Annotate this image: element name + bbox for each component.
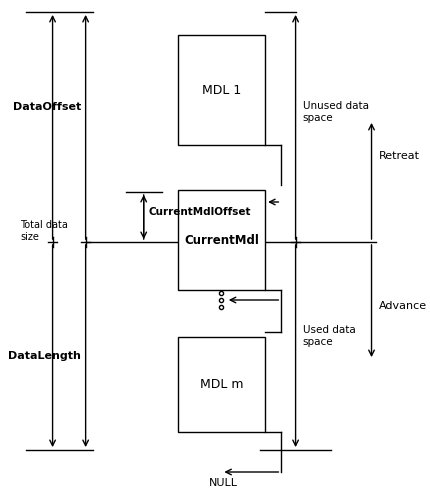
Text: DataOffset: DataOffset	[13, 102, 81, 112]
Text: Total data
size: Total data size	[20, 220, 68, 242]
Bar	[178, 35, 265, 145]
Text: Unused data
space: Unused data space	[303, 101, 369, 123]
Text: DataLength: DataLength	[8, 351, 81, 361]
Text: Advance: Advance	[379, 301, 427, 311]
Text: CurrentMdl: CurrentMdl	[184, 234, 259, 246]
Text: Retreat: Retreat	[379, 151, 420, 161]
Bar	[178, 337, 265, 432]
Text: MDL 1: MDL 1	[202, 84, 241, 96]
Text: CurrentMdlOffset: CurrentMdlOffset	[148, 207, 251, 217]
Text: NULL: NULL	[209, 478, 238, 488]
Text: MDL m: MDL m	[200, 378, 243, 391]
Text: Used data
space: Used data space	[303, 325, 356, 347]
Bar	[178, 190, 265, 290]
